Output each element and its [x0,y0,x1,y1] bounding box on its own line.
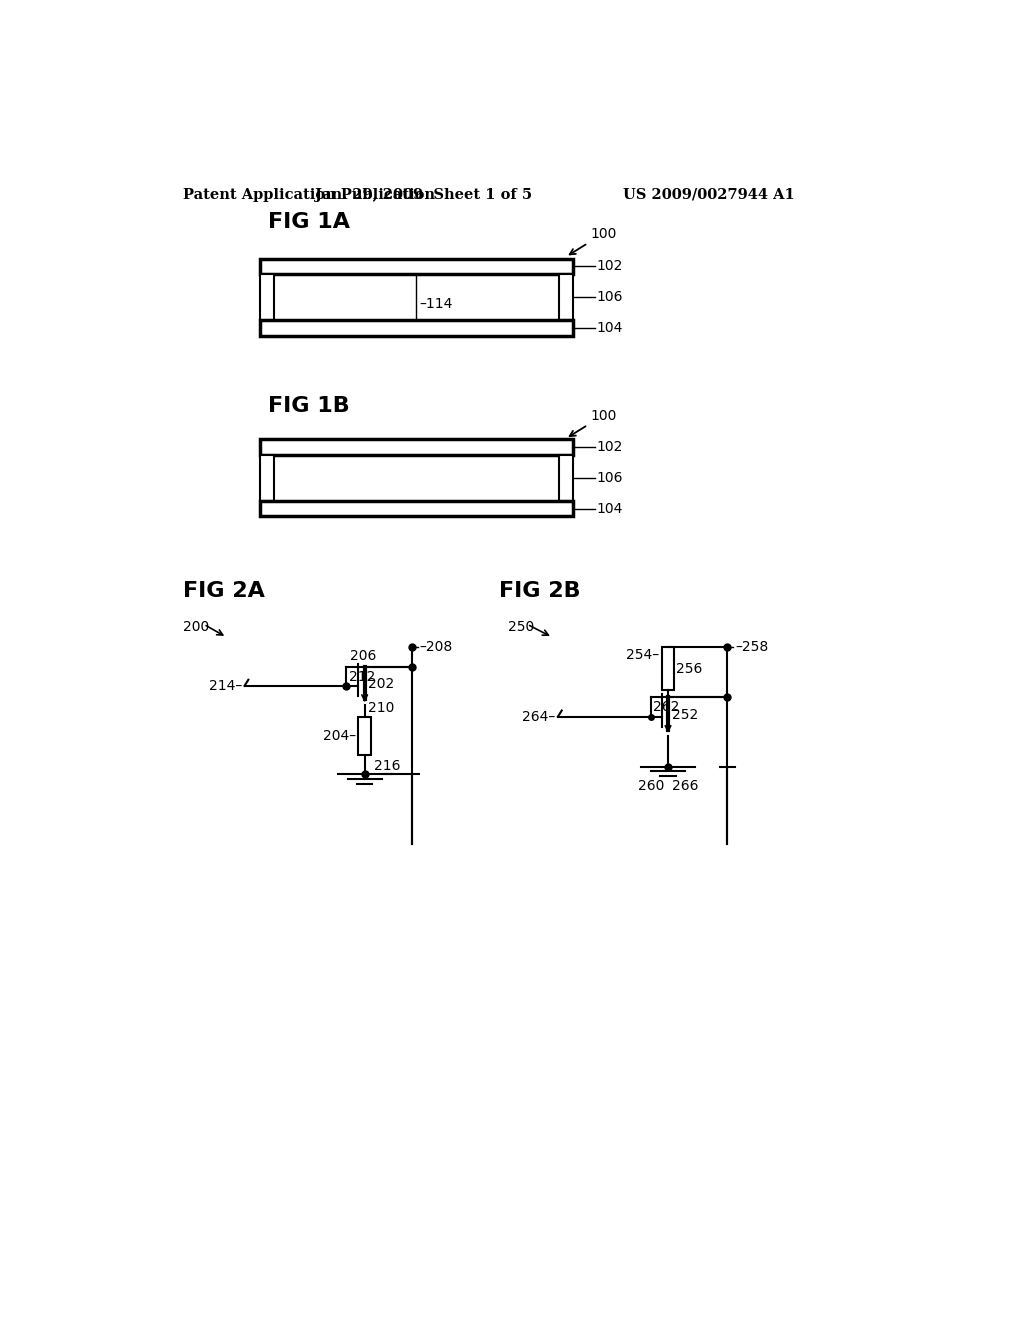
Text: 250: 250 [508,620,535,635]
Text: 256: 256 [677,661,702,676]
Text: –208: –208 [419,640,453,655]
Text: 102: 102 [596,259,623,273]
Text: 204–: 204– [323,729,356,743]
Bar [260,275,273,321]
Bar [559,455,573,502]
Text: FIG 2A: FIG 2A [183,581,265,601]
Text: 206: 206 [350,648,377,663]
Bar [358,717,371,755]
Text: FIG 2B: FIG 2B [499,581,581,601]
Bar [260,259,573,275]
Bar [559,275,573,321]
Bar [260,321,573,335]
Text: 106: 106 [596,290,623,304]
Text: 252: 252 [672,708,698,722]
Text: Patent Application Publication: Patent Application Publication [183,187,435,202]
Text: US 2009/0027944 A1: US 2009/0027944 A1 [624,187,795,202]
Text: 254–: 254– [627,648,659,663]
Text: 202: 202 [369,677,394,692]
Text: 100: 100 [590,408,616,422]
Text: –114: –114 [419,297,453,312]
Text: FIG 1B: FIG 1B [267,396,349,416]
Text: –258: –258 [735,640,768,655]
Text: 210: 210 [369,701,395,715]
Text: 106: 106 [596,471,623,484]
Text: 104: 104 [596,502,623,516]
Bar [662,647,674,689]
Bar [260,440,573,455]
Text: 262: 262 [653,701,680,714]
Text: 216: 216 [374,759,400,774]
Bar [260,455,273,502]
Text: 214–: 214– [209,678,243,693]
Text: Jan. 29, 2009  Sheet 1 of 5: Jan. 29, 2009 Sheet 1 of 5 [314,187,531,202]
Text: 266: 266 [672,779,698,793]
Text: 102: 102 [596,440,623,454]
Text: 212: 212 [349,669,376,684]
Text: FIG 1A: FIG 1A [267,211,349,231]
Bar [260,502,573,516]
Text: 264–: 264– [522,710,556,723]
Text: 200: 200 [183,620,209,635]
Text: 100: 100 [590,227,616,240]
Text: 260: 260 [638,779,665,793]
Text: 104: 104 [596,321,623,335]
